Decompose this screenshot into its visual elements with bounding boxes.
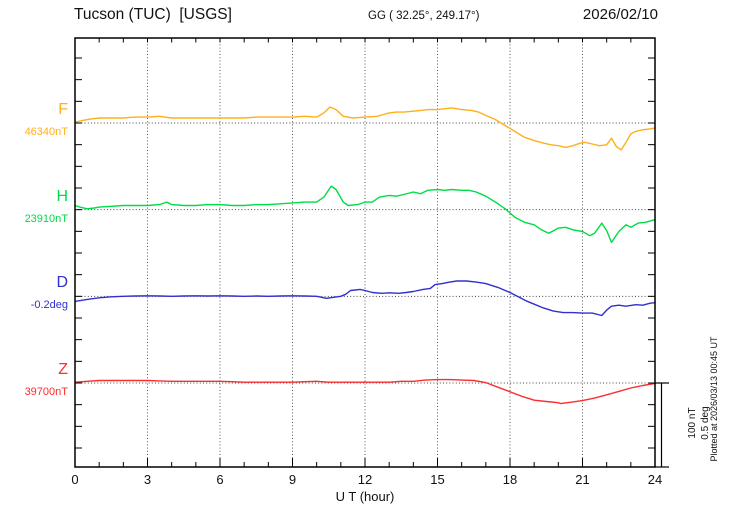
x-tick-label-0: 0: [71, 472, 79, 487]
channel-value-F: 46340nT: [24, 126, 68, 138]
plotted-at-note: Plotted at 2026/03/13 00:45 UT: [709, 336, 719, 462]
plot-date: 2026/02/10: [582, 6, 658, 23]
channel-letter-D: D: [56, 274, 68, 292]
channel-value-Z: 39700nT: [24, 386, 68, 398]
channel-value-D: -0.2deg: [30, 299, 68, 312]
trace-D: [74, 280, 656, 317]
x-tick-label-3: 3: [143, 472, 152, 487]
channel-letter-F: F: [58, 101, 68, 118]
trace-H: [74, 185, 656, 244]
x-tick-label-24: 24: [647, 472, 663, 487]
channel-letter-H: H: [56, 187, 68, 205]
channel-letter-Z: Z: [58, 361, 68, 378]
channel-value-H: 23910nT: [24, 212, 68, 225]
x-tick-label-6: 6: [216, 472, 224, 487]
x-tick-label-9: 9: [288, 472, 297, 487]
geographic-coordinates: GG ( 32.25°, 249.17°): [368, 10, 480, 22]
x-tick-label-21: 21: [575, 472, 590, 487]
station-title: Tucson (TUC) [USGS]: [74, 6, 232, 23]
trace-F: [74, 106, 656, 151]
x-tick-label-15: 15: [430, 472, 445, 487]
scale-bar-nt: 100 nT: [687, 407, 698, 439]
x-axis-label: U T (hour): [335, 489, 395, 504]
x-tick-label-18: 18: [502, 472, 518, 487]
trace-Z: [74, 378, 656, 405]
x-tick-label-12: 12: [357, 472, 373, 487]
